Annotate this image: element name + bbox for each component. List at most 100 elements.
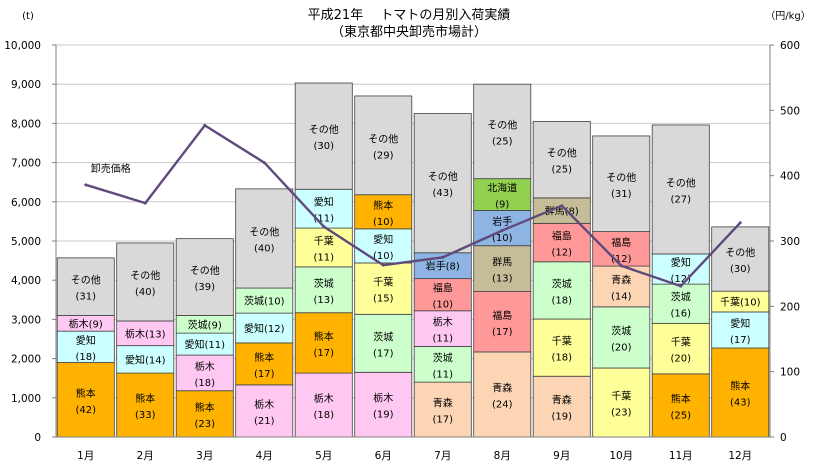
segment-region-label: 青森 xyxy=(552,394,572,407)
segment-share-label: (25) xyxy=(551,165,572,176)
y-left-tick-label: 2,000 xyxy=(11,354,41,366)
bar-segment xyxy=(354,194,413,230)
bar-segment xyxy=(294,82,353,190)
bar-segment xyxy=(294,188,353,229)
segment-region-label: 栃木 xyxy=(125,327,145,340)
segment-share-label: (43) xyxy=(432,188,453,199)
y-right-tick-label: 100 xyxy=(780,367,800,379)
segment-share-label: (23) xyxy=(194,419,215,430)
y-left-tick-label: 9,000 xyxy=(11,79,41,91)
segment-region-label: その他 xyxy=(190,264,220,277)
bar-segment xyxy=(473,245,532,292)
segment-share-label: (10) xyxy=(264,297,285,308)
segment-share-label: (18) xyxy=(551,295,572,306)
segment-region-label: 熊本 xyxy=(314,330,334,343)
segment-share-label: (18) xyxy=(551,353,572,364)
bar-segment xyxy=(294,266,353,314)
x-tick-label: 1月 xyxy=(77,450,94,462)
segment-region-label: 熊本 xyxy=(135,392,155,405)
segment-share-label: (17) xyxy=(373,348,394,359)
bar-segment xyxy=(175,390,234,438)
segment-region-label: 栃木 xyxy=(195,360,215,373)
axes: 0 1,000 2,000 3,000 4,000 5,000 6,000 7,000 8,00… xyxy=(4,40,800,462)
segment-share-label: (12) xyxy=(670,274,691,285)
segment-share-label: (17) xyxy=(254,369,275,380)
chart-title: 平成21年 トマトの月別入荷実績 xyxy=(308,7,511,23)
segment-share-label: (30) xyxy=(730,264,751,275)
segment-region-label: 愛知 xyxy=(671,256,691,269)
segment-region-label: 熊本 xyxy=(195,401,215,414)
chart-subtitle: （東京都中央卸売市場計） xyxy=(331,24,487,40)
bar-segment xyxy=(235,287,294,314)
segment-region-label: 福島 xyxy=(433,282,453,295)
price-point xyxy=(203,123,207,127)
segment-share-label: (33) xyxy=(135,410,156,421)
segment-region-label: 愛知 xyxy=(76,334,96,347)
y-right-tick-label: 600 xyxy=(780,40,800,52)
segment-region-label: その他 xyxy=(725,246,755,259)
segment-region-label: その他 xyxy=(130,269,160,282)
segment-share-label: (10) xyxy=(373,251,394,262)
segment-region-label: その他 xyxy=(547,147,577,160)
bar-segment xyxy=(532,261,591,320)
segment-region-label: 岩手 xyxy=(492,215,512,228)
x-tick-label: 7月 xyxy=(434,450,451,462)
bar-segment xyxy=(651,322,710,375)
left-axis-unit: (t) xyxy=(22,11,34,22)
segment-region-label: 愛知 xyxy=(314,196,334,209)
segment-region-label: その他 xyxy=(71,274,101,287)
segment-share-label: (42) xyxy=(75,405,96,416)
bar-segment xyxy=(532,375,591,438)
y-right-tick-label: 500 xyxy=(780,105,800,117)
segment-share-label: (9) xyxy=(89,319,103,330)
segment-label: 岩手(8) xyxy=(426,260,460,273)
segment-share-label: (17) xyxy=(730,335,751,346)
x-tick-label: 2月 xyxy=(137,450,154,462)
segment-region-label: 群馬 xyxy=(492,256,512,269)
y-left-tick-label: 8,000 xyxy=(11,118,41,130)
segment-region-label: 千葉 xyxy=(671,336,691,349)
segment-region-label: 茨城 xyxy=(552,277,572,290)
segment-share-label: (21) xyxy=(254,416,275,427)
bar-segment xyxy=(116,320,175,347)
segment-region-label: その他 xyxy=(428,170,458,183)
segment-share-label: (30) xyxy=(313,141,334,152)
segment-share-label: (25) xyxy=(670,410,691,421)
segment-share-label: (24) xyxy=(492,399,513,410)
segment-share-label: (20) xyxy=(611,342,632,353)
bar-segment xyxy=(532,197,591,224)
bar-segment xyxy=(354,228,413,264)
segment-share-label: (14) xyxy=(611,291,632,302)
y-left-tick-label: 1,000 xyxy=(11,393,41,405)
segment-share-label: (12) xyxy=(551,248,572,259)
segment-region-label: 栃木 xyxy=(69,317,89,330)
x-tick-label: 12月 xyxy=(728,450,752,462)
x-tick-label: 11月 xyxy=(669,450,693,462)
bar-segment xyxy=(592,135,651,232)
segment-region-label: 岩手 xyxy=(426,260,446,273)
segment-share-label: (10) xyxy=(740,298,761,309)
segment-region-label: 青森 xyxy=(433,397,453,410)
y-right-tick-label: 300 xyxy=(780,236,800,248)
bar-segment xyxy=(116,242,175,322)
segment-region-label: 茨城 xyxy=(314,277,334,290)
x-tick-label: 6月 xyxy=(375,450,392,462)
segment-region-label: 愛知 xyxy=(184,338,204,351)
segment-share-label: (14) xyxy=(145,355,166,366)
bar-segment xyxy=(56,330,115,363)
segment-region-label: その他 xyxy=(666,176,696,189)
segment-region-label: 茨城 xyxy=(373,330,393,343)
segment-region-label: 熊本 xyxy=(76,387,96,400)
segment-region-label: 茨城 xyxy=(671,291,691,304)
y-left-tick-label: 0 xyxy=(34,432,41,444)
segment-region-label: 千葉 xyxy=(552,335,572,348)
bar-segment xyxy=(116,372,175,438)
segment-share-label: (13) xyxy=(313,295,334,306)
segment-share-label: (11) xyxy=(313,214,334,225)
segment-region-label: 栃木 xyxy=(373,392,393,405)
bar-segment xyxy=(711,226,770,292)
segment-label: 愛知(14) xyxy=(125,353,166,366)
segment-share-label: (8) xyxy=(565,207,579,218)
